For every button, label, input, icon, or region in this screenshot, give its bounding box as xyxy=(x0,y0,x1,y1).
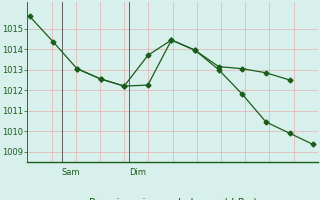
Text: Sam: Sam xyxy=(62,168,80,177)
Text: Pression niveau de la mer( hPa ): Pression niveau de la mer( hPa ) xyxy=(89,197,257,200)
Text: Dim: Dim xyxy=(129,168,146,177)
